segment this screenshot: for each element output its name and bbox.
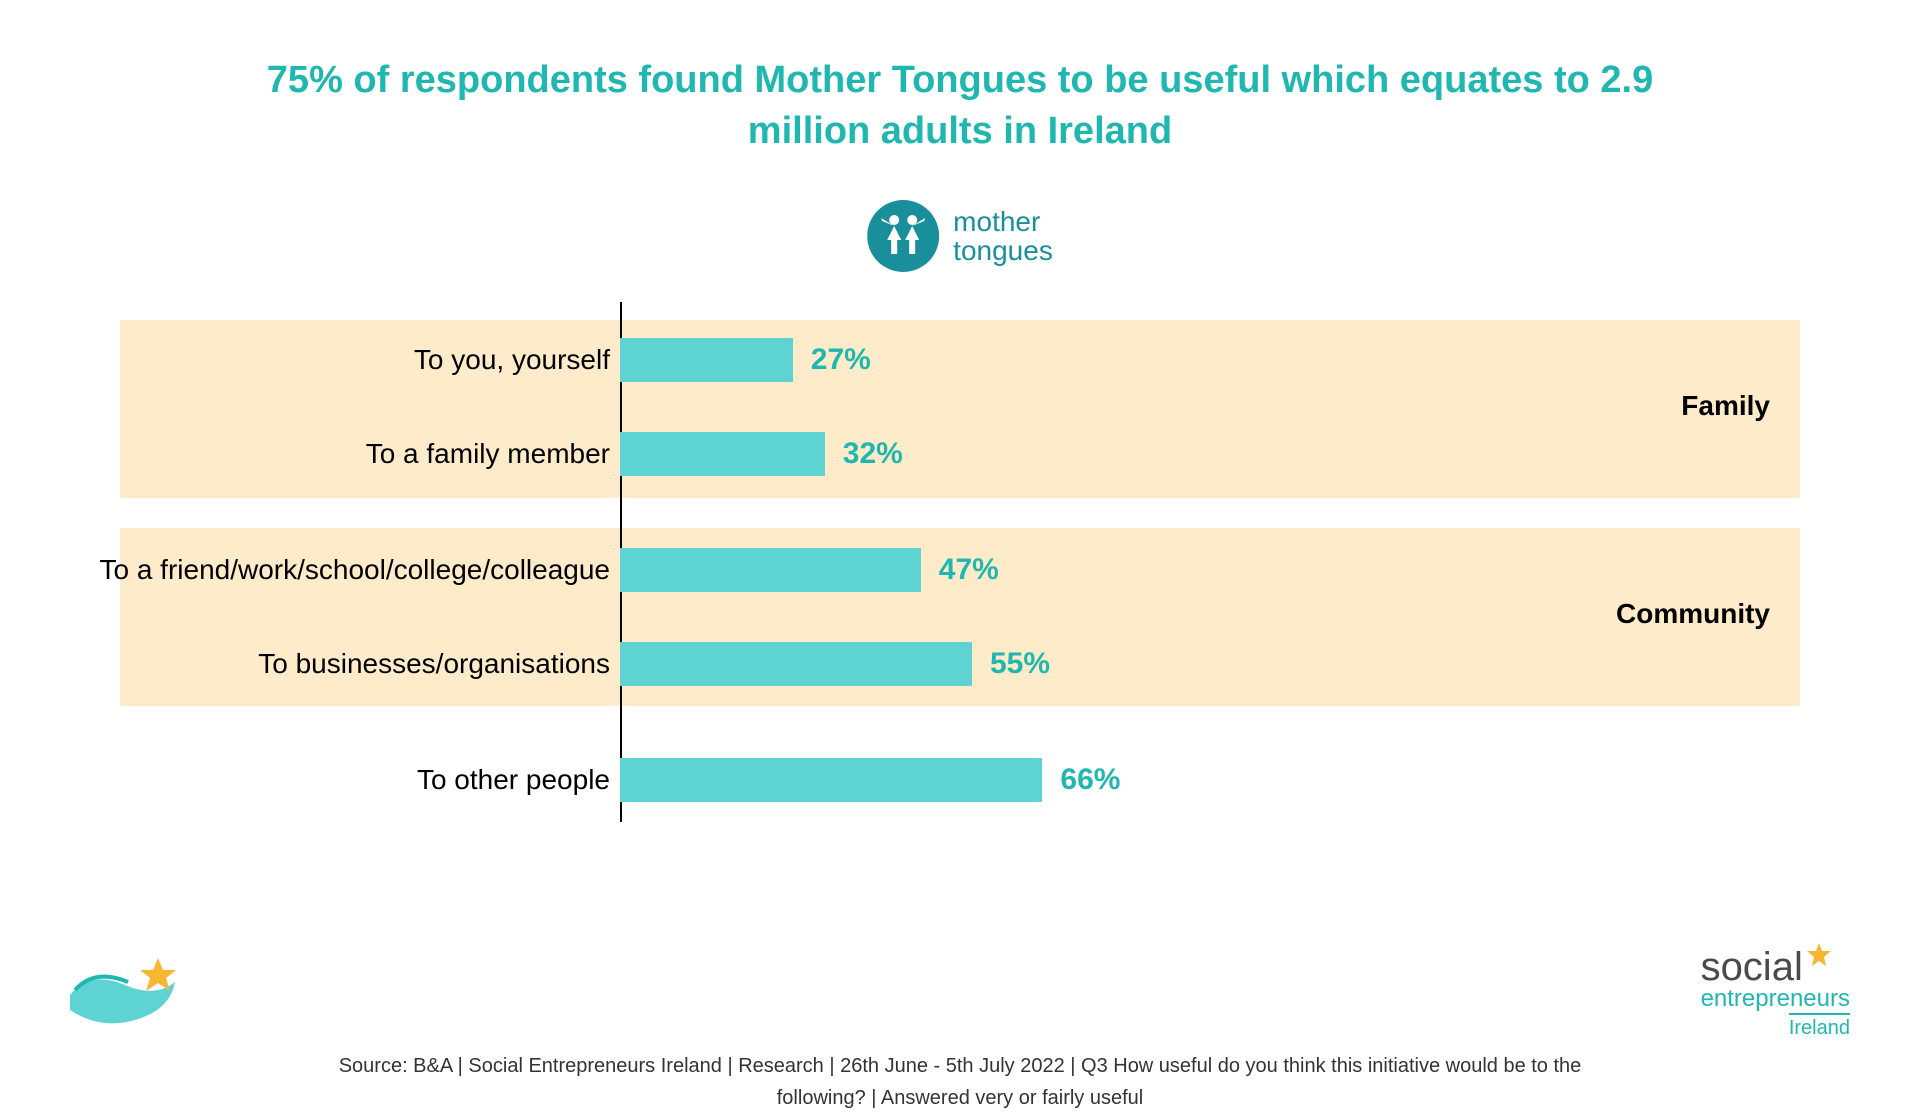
bar-row: To businesses/organisations 55%: [120, 642, 1800, 686]
footer-hand-icon: [60, 940, 190, 1040]
slide-root: 75% of respondents found Mother Tongues …: [0, 0, 1920, 1080]
bar: [620, 548, 921, 592]
mother-tongues-wordmark: mother tongues: [953, 207, 1053, 266]
bar-value: 32%: [843, 437, 903, 471]
sei-line2: entrepreneurs: [1701, 985, 1850, 1013]
bar-value: 47%: [939, 553, 999, 587]
bar-row: To you, yourself 27%: [120, 338, 1800, 382]
bar: [620, 642, 972, 686]
sei-line1: social: [1701, 945, 1803, 989]
bar-row: To other people 66%: [120, 758, 1800, 802]
bar-label: To businesses/organisations: [258, 648, 610, 680]
bar-row: To a family member 32%: [120, 432, 1800, 476]
bar-value: 27%: [811, 343, 871, 377]
bar: [620, 338, 793, 382]
mother-tongues-icon: [867, 200, 939, 272]
group-label: Family: [1681, 390, 1770, 422]
bar-row: To a friend/work/school/college/colleagu…: [120, 548, 1800, 592]
footer-source-text: Source: B&A | Social Entrepreneurs Irela…: [310, 1050, 1610, 1114]
logo-text-line1: mother: [953, 207, 1053, 236]
sei-logo: social entrepreneurs Ireland: [1701, 949, 1850, 1040]
bar-value: 55%: [990, 647, 1050, 681]
logo-text-line2: tongues: [953, 236, 1053, 265]
bar-label: To other people: [417, 764, 610, 796]
sei-line3: Ireland: [1789, 1013, 1850, 1040]
bar-label: To a family member: [366, 438, 610, 470]
slide-title: 75% of respondents found Mother Tongues …: [0, 55, 1920, 158]
bar: [620, 432, 825, 476]
bar: [620, 758, 1042, 802]
bar-label: To a friend/work/school/college/colleagu…: [99, 554, 610, 586]
group-label: Community: [1616, 598, 1770, 630]
mother-tongues-logo: mother tongues: [867, 200, 1053, 272]
bar-value: 66%: [1060, 763, 1120, 797]
bar-label: To you, yourself: [414, 344, 610, 376]
